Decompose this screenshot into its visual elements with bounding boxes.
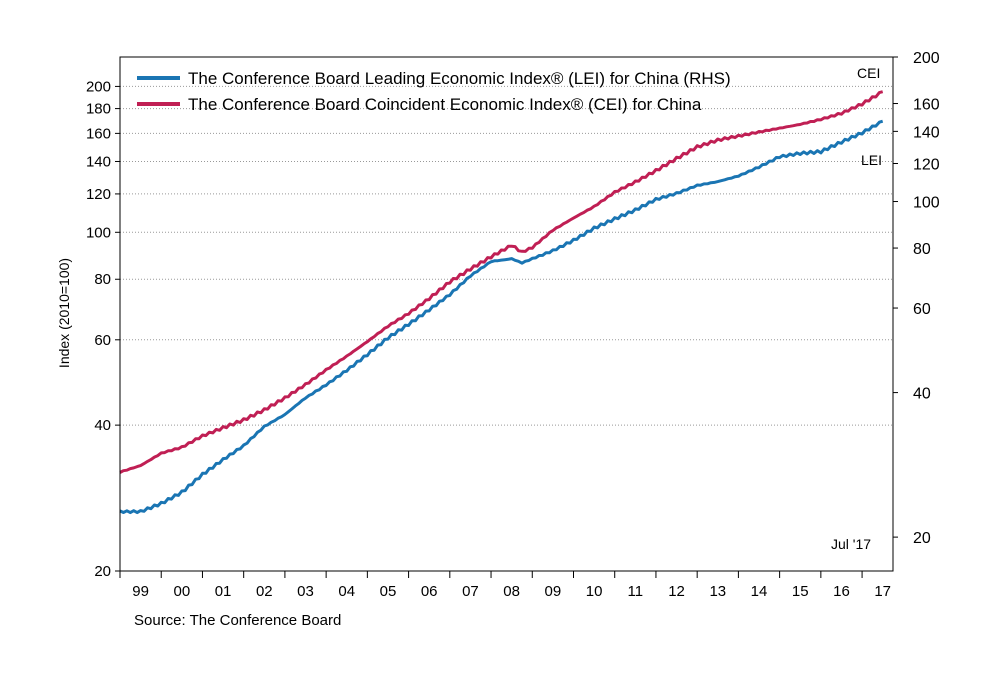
x-tick-label: 12 (668, 583, 685, 600)
x-tick-label: 05 (380, 583, 397, 600)
legend-label-cei: The Conference Board Coincident Economic… (188, 95, 702, 114)
x-tick-label: 16 (833, 583, 850, 600)
right-tick-label: 80 (913, 241, 931, 258)
x-tick-label: 03 (297, 583, 314, 600)
series-line-lei (119, 119, 884, 515)
left-tick-label: 100 (86, 224, 111, 241)
plot-frame (119, 56, 894, 572)
x-tick-label: 10 (586, 583, 603, 600)
left-tick-label: 120 (86, 186, 111, 203)
right-tick-label: 140 (913, 124, 940, 141)
legend-label-lei: The Conference Board Leading Economic In… (188, 69, 731, 88)
left-tick-label: 40 (94, 417, 111, 434)
annotation-date: Jul '17 (831, 536, 871, 552)
x-tick-label: 17 (874, 583, 891, 600)
right-tick-label: 20 (913, 530, 931, 547)
right-tick-label: 160 (913, 97, 940, 114)
series-line-cei (119, 90, 884, 474)
left-axis-label: Index (2010=100) (56, 258, 72, 368)
x-tick-label: 06 (421, 583, 438, 600)
x-tick-label: 08 (503, 583, 520, 600)
x-tick-label: 07 (462, 583, 479, 600)
x-tick-label: 04 (338, 583, 355, 600)
right-axis: 20 40 60 80 100 120 140 160 200 (893, 50, 940, 547)
source-note: Source: The Conference Board (134, 612, 342, 629)
x-tick-label: 02 (256, 583, 273, 600)
left-tick-label: 60 (94, 332, 111, 349)
left-tick-label: 140 (86, 153, 111, 170)
annotation-cei: CEI (857, 65, 880, 81)
x-tick-label: 14 (751, 583, 768, 600)
right-tick-label: 100 (913, 195, 940, 212)
x-tick-label: 00 (173, 583, 190, 600)
left-axis: 20 40 60 80 100 120 140 160 180 200 (86, 78, 120, 580)
x-tick-label: 15 (792, 583, 809, 600)
annotation-lei: LEI (861, 152, 882, 168)
left-tick-label: 200 (86, 78, 111, 95)
x-tick-label: 13 (709, 583, 726, 600)
left-tick-label: 180 (86, 101, 111, 118)
left-tick-label: 160 (86, 125, 111, 142)
left-tick-label: 80 (94, 271, 111, 288)
left-tick-label: 20 (94, 563, 111, 580)
gridlines (120, 85, 893, 426)
x-tick-label: 01 (215, 583, 232, 600)
x-axis: 99 00 01 02 03 04 05 06 07 08 09 10 11 12 13 14 15 16 17 (119, 571, 891, 600)
x-tick-label: 11 (628, 583, 644, 600)
right-tick-label: 120 (913, 157, 940, 174)
x-tick-label: 99 (132, 583, 149, 600)
x-tick-label: 09 (545, 583, 562, 600)
series-lines (119, 90, 884, 515)
legend: The Conference Board Leading Economic In… (137, 69, 731, 114)
right-tick-label: 200 (913, 50, 940, 67)
right-tick-label: 40 (913, 386, 931, 403)
right-tick-label: 60 (913, 301, 931, 318)
